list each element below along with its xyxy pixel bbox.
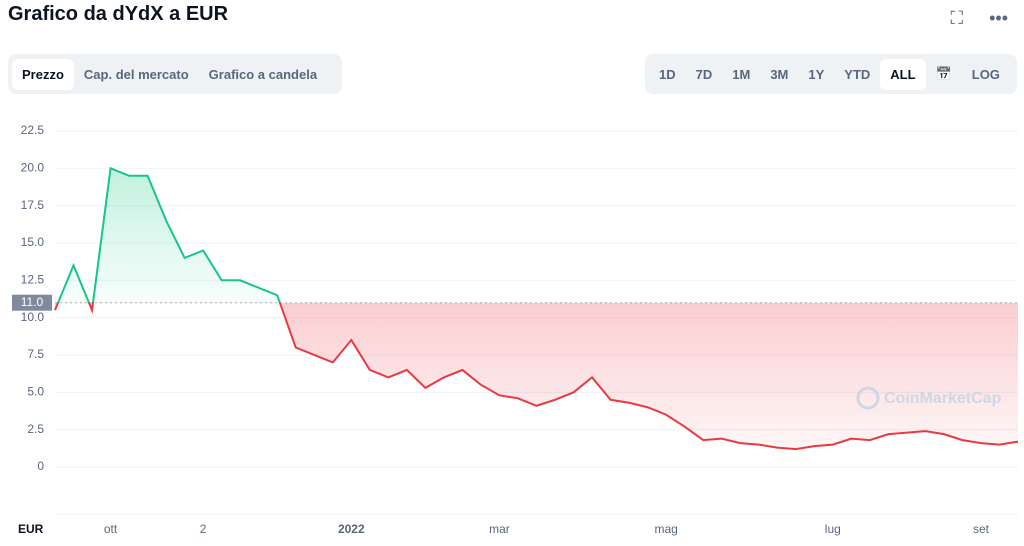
- y-tick-label: 12.5: [21, 272, 45, 286]
- y-tick-label: 17.5: [21, 198, 45, 212]
- range-button[interactable]: 3M: [770, 66, 789, 82]
- area: [55, 168, 1018, 450]
- price-line: [54, 166, 1019, 451]
- range-button[interactable]: YTD: [844, 66, 871, 82]
- y-tick-label: 15.0: [21, 235, 45, 249]
- chart-title: Grafico da dYdX a EUR: [8, 3, 229, 25]
- reference-label: 11.0: [21, 295, 44, 309]
- tab[interactable]: Grafico a candela: [208, 66, 318, 82]
- toolbar-icons: ⛶ •••: [950, 8, 1008, 29]
- y-tick-label: 20.0: [21, 160, 45, 174]
- range-button[interactable]: 1M: [732, 66, 751, 82]
- range-button[interactable]: 1Y: [808, 66, 825, 82]
- watermark: CoinMarketCap: [884, 390, 1002, 407]
- x-tick-label: mag: [654, 522, 677, 536]
- range-button[interactable]: 7D: [695, 66, 713, 82]
- y-tick-label: 0: [37, 459, 44, 473]
- range-group: 1D 7D 1M 3M 1Y YTD ALL 📅 LOG: [645, 54, 1017, 94]
- y-tick-label: 7.5: [27, 347, 44, 361]
- watermark-icon: [856, 386, 880, 410]
- x-tick-label: 2: [200, 522, 207, 536]
- log-button[interactable]: LOG: [971, 66, 1000, 82]
- range-button[interactable]: ALL: [880, 58, 926, 90]
- x-tick-label: lug: [825, 522, 841, 536]
- x-tick-label: set: [973, 522, 990, 536]
- x-tick-label: ott: [104, 522, 118, 536]
- range-button[interactable]: 1D: [659, 66, 676, 82]
- fullscreen-icon[interactable]: ⛶: [950, 8, 964, 28]
- reference-label-bg: [12, 294, 52, 311]
- y-tick-label: 22.5: [21, 123, 45, 137]
- calendar-button[interactable]: 📅: [935, 66, 952, 81]
- x-tick-label: mar: [489, 522, 510, 536]
- y-tick-label: 10.0: [21, 310, 45, 324]
- x-tick-label: 2022: [338, 522, 365, 536]
- axis-unit: EUR: [18, 522, 44, 536]
- tab[interactable]: Prezzo: [12, 58, 74, 90]
- y-tick-label: 2.5: [27, 422, 44, 436]
- y-tick-label: 5.0: [27, 384, 44, 398]
- more-icon[interactable]: •••: [989, 8, 1008, 28]
- tab-group: Prezzo Cap. del mercato Grafico a candela: [8, 54, 342, 94]
- tab[interactable]: Cap. del mercato: [83, 66, 189, 82]
